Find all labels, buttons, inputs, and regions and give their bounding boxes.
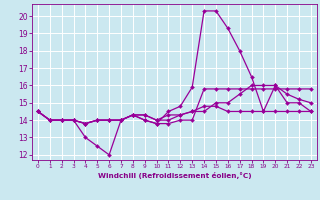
X-axis label: Windchill (Refroidissement éolien,°C): Windchill (Refroidissement éolien,°C) xyxy=(98,172,251,179)
